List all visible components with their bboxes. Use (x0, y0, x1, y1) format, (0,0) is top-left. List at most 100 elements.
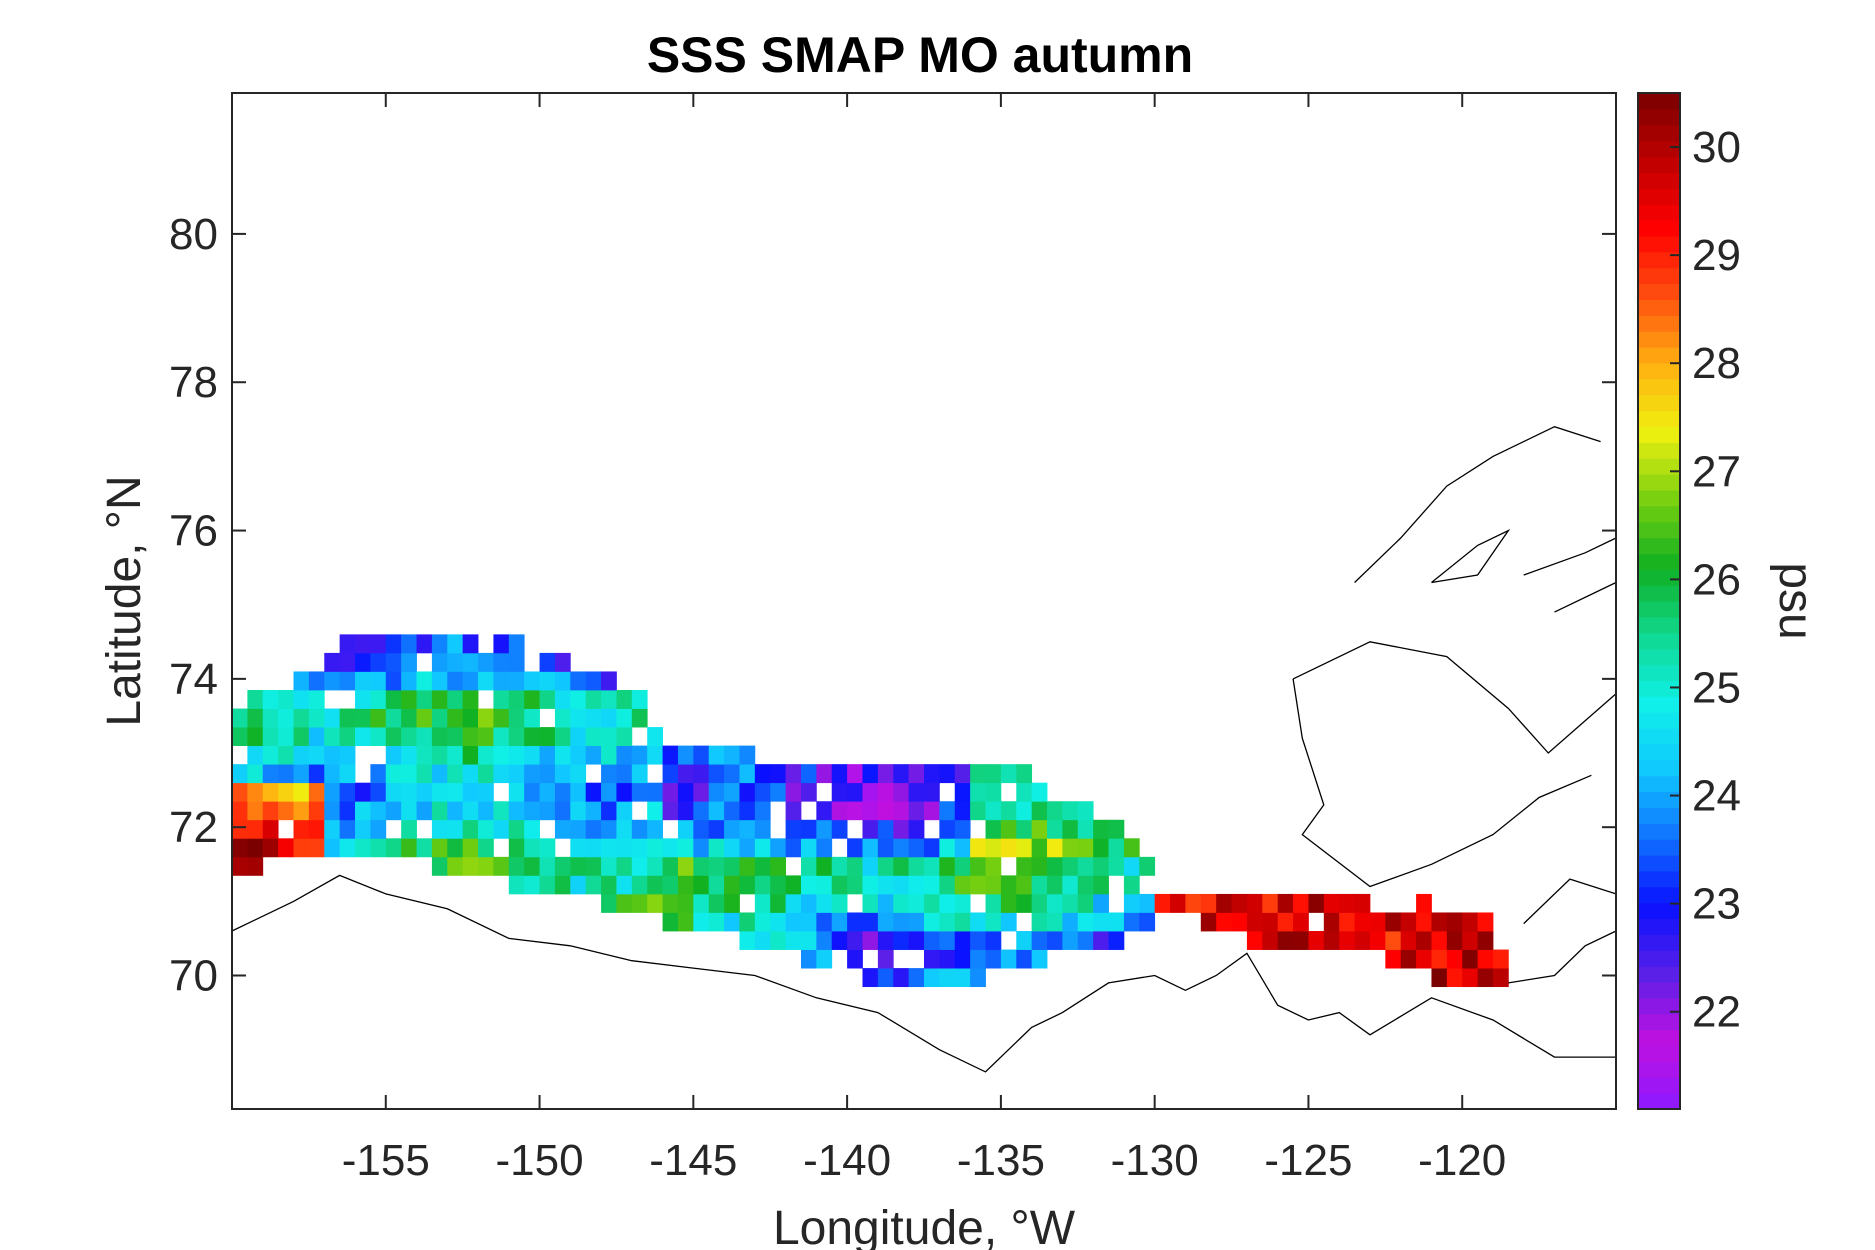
heatmap-cell (647, 745, 663, 765)
heatmap-cell (1077, 819, 1094, 839)
heatmap-cell (1431, 968, 1448, 988)
heatmap-cell (831, 875, 848, 895)
heatmap-cell (877, 856, 894, 876)
heatmap-cell (831, 893, 848, 913)
heatmap-cell (939, 819, 956, 839)
salinity-heatmap (232, 634, 1509, 988)
heatmap-cell (616, 856, 633, 876)
heatmap-cell (601, 819, 617, 839)
heatmap-cell (893, 856, 910, 876)
heatmap-cell (631, 838, 648, 858)
heatmap-cell (355, 782, 371, 802)
heatmap-cell (1047, 931, 1063, 950)
heatmap-cell (478, 856, 494, 876)
heatmap-cell (647, 727, 663, 747)
heatmap-cell (1477, 968, 1494, 988)
heatmap-cell (1323, 893, 1340, 913)
heatmap-cell (739, 745, 756, 765)
heatmap-cell (601, 856, 617, 876)
heatmap-cell (1047, 856, 1063, 876)
colorbar-segment (1638, 966, 1680, 983)
heatmap-cell (370, 634, 387, 654)
heatmap-cell (447, 652, 464, 672)
heatmap-cell (493, 801, 510, 821)
heatmap-cell (493, 745, 510, 765)
heatmap-cell (662, 764, 679, 784)
heatmap-cell (431, 782, 448, 802)
heatmap-cell (631, 745, 648, 765)
heatmap-cell (770, 875, 786, 895)
colorbar-segment (1638, 315, 1680, 332)
heatmap-cell (1385, 949, 1402, 969)
heatmap-cell (939, 801, 956, 821)
heatmap-cell (370, 838, 387, 858)
heatmap-cell (831, 912, 848, 932)
heatmap-cell (539, 652, 556, 672)
heatmap-cell (770, 782, 786, 802)
heatmap-cell (924, 764, 940, 784)
heatmap-cell (616, 764, 633, 784)
heatmap-cell (739, 819, 756, 839)
colorbar-segment (1638, 712, 1680, 729)
heatmap-cell (1031, 838, 1048, 858)
heatmap-cell (401, 727, 417, 747)
heatmap-cell (324, 838, 341, 858)
heatmap-cell (1446, 931, 1463, 950)
heatmap-cell (1077, 893, 1094, 913)
x-tick-label: -155 (342, 1136, 430, 1185)
heatmap-cell (677, 893, 694, 913)
colorbar-segment (1638, 204, 1680, 221)
heatmap-cell (647, 893, 663, 913)
heatmap-cell (631, 856, 648, 876)
colorbar-segment (1638, 1013, 1680, 1031)
heatmap-cell (247, 745, 264, 765)
heatmap-cell (416, 727, 433, 747)
heatmap-cell (893, 875, 910, 895)
heatmap-cell (616, 819, 633, 839)
x-axis-label: Longitude, °W (773, 1202, 1076, 1250)
heatmap-cell (293, 801, 310, 821)
heatmap-cell (739, 912, 756, 932)
heatmap-cell (416, 689, 433, 709)
heatmap-cell (1354, 893, 1371, 913)
heatmap-cell (278, 801, 294, 821)
heatmap-cell (585, 708, 602, 728)
heatmap-cell (401, 745, 417, 765)
heatmap-cell (539, 764, 556, 784)
colorbar-label: psu (1769, 562, 1822, 639)
colorbar-segment (1638, 664, 1680, 681)
heatmap-cell (524, 819, 540, 839)
x-tick-label: -125 (1264, 1136, 1352, 1185)
colorbar-segment (1638, 283, 1680, 300)
heatmap-cell (908, 856, 925, 876)
heatmap-cell (1123, 893, 1140, 913)
colorbar-segment (1638, 918, 1680, 935)
heatmap-cell (554, 764, 571, 784)
heatmap-cell (370, 819, 387, 839)
heatmap-cell (1139, 893, 1156, 913)
heatmap-cell (570, 708, 587, 728)
heatmap-cell (585, 801, 602, 821)
heatmap-cell (493, 652, 510, 672)
heatmap-cell (754, 912, 771, 932)
heatmap-cell (754, 819, 771, 839)
heatmap-cell (677, 782, 694, 802)
heatmap-cell (877, 764, 894, 784)
heatmap-cell (739, 856, 756, 876)
colorbar-segment (1638, 601, 1680, 618)
colorbar-segment (1638, 442, 1680, 459)
heatmap-cell (478, 745, 494, 765)
heatmap-cell (308, 689, 325, 709)
heatmap-cell (816, 949, 833, 969)
heatmap-cell (324, 652, 341, 672)
heatmap-cell (985, 764, 1002, 784)
heatmap-cell (1062, 912, 1079, 932)
heatmap-cell (924, 838, 940, 858)
heatmap-cell (1016, 949, 1033, 969)
heatmap-cell (1016, 893, 1033, 913)
heatmap-cell (262, 782, 279, 802)
heatmap-cell (739, 782, 756, 802)
heatmap-cell (662, 856, 679, 876)
heatmap-cell (1416, 912, 1432, 932)
heatmap-cell (416, 634, 433, 654)
